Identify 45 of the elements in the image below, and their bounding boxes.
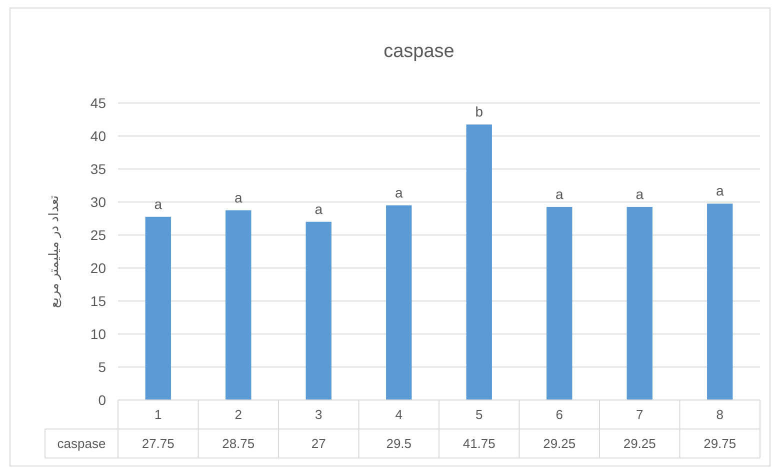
y-tick-label: 15 (90, 292, 106, 309)
annotation: a (394, 184, 403, 200)
annotation: a (555, 186, 564, 202)
annotation: a (154, 196, 162, 212)
y-tick-label: 30 (90, 194, 106, 210)
y-tick-label: 45 (90, 94, 106, 111)
annotation: a (234, 189, 242, 206)
x-tick-label: 5 (476, 407, 483, 422)
y-tick-label: 20 (90, 260, 106, 276)
bar (226, 210, 252, 400)
text: caspase (57, 436, 106, 452)
bar (306, 222, 332, 400)
x-tick-label: 8 (716, 407, 724, 422)
bar (707, 204, 733, 400)
x-tick-label: 6 (556, 407, 563, 422)
annotation: b (475, 103, 484, 120)
x-tick-label: 2 (234, 407, 242, 422)
data-label: 29.75 (704, 436, 736, 452)
bar (145, 216, 171, 400)
y-axis-title: تعداد در میلیمتر مربع (46, 195, 62, 308)
x-tick-label: 1 (154, 407, 162, 422)
data-label: 29.25 (543, 436, 576, 452)
x-tick-label: 4 (395, 407, 402, 422)
annotation: a (314, 200, 323, 217)
data-label: 27 (311, 436, 326, 452)
data-label: 28.75 (222, 436, 255, 452)
bar (626, 206, 652, 400)
bar (546, 206, 572, 400)
annotation: a (716, 182, 724, 199)
y-tick-label: 0 (98, 392, 106, 408)
y-tick-label: 5 (98, 358, 106, 375)
data-label: 29.25 (623, 436, 656, 452)
x-tick-label: 7 (636, 407, 644, 422)
x-tick-label: 3 (315, 407, 322, 422)
data-label: 29.5 (386, 436, 412, 452)
y-tick-label: 10 (90, 326, 106, 342)
data-label: 41.75 (462, 436, 496, 452)
y-tick-label: 25 (90, 226, 106, 243)
bar (386, 205, 412, 400)
y-tick-label: 40 (90, 128, 106, 144)
bar (466, 124, 492, 400)
annotation: a (636, 186, 644, 202)
chart-title: caspase (384, 41, 454, 62)
y-tick-label: 35 (90, 160, 106, 177)
data-label: 27.75 (142, 436, 174, 452)
